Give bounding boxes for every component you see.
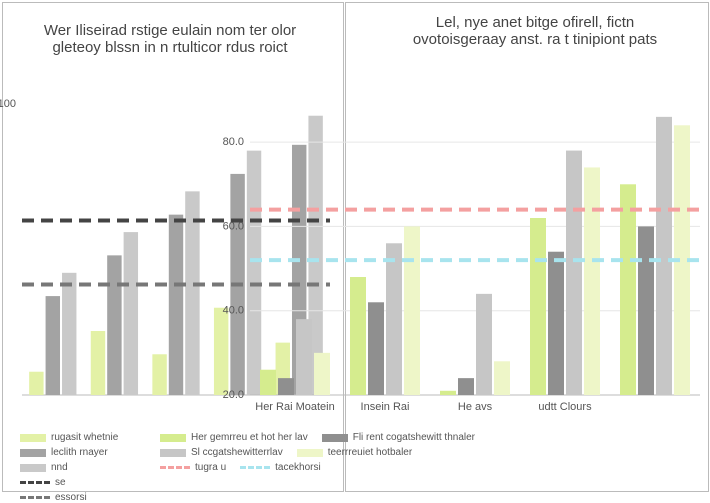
bar bbox=[278, 378, 294, 395]
legend-item: nnd bbox=[20, 462, 140, 473]
y-tick-label: 40.0 bbox=[223, 305, 244, 317]
y-tick-label: 80.0 bbox=[223, 136, 244, 148]
x-tick-label: He avs bbox=[458, 401, 493, 413]
chart-title: Wer Iliseirad rstige eulain nom ter olor… bbox=[43, 22, 297, 56]
bar bbox=[107, 255, 122, 395]
legend-swatch bbox=[160, 433, 186, 442]
bar bbox=[566, 150, 582, 395]
legend-label: rugasit whetnie bbox=[51, 432, 119, 443]
legend-label: Her gemrreu et hot her lav bbox=[191, 432, 308, 443]
bar bbox=[123, 232, 139, 395]
legend-swatch bbox=[20, 481, 50, 484]
bar bbox=[530, 218, 546, 395]
bar bbox=[638, 226, 654, 395]
legend-label: Fli rent cogatshewitt thnaler bbox=[352, 432, 475, 443]
bar bbox=[246, 150, 262, 395]
legend-label: Sl ccgatshewitterrlav bbox=[191, 447, 283, 458]
legend-item: tacekhorsi bbox=[240, 462, 321, 473]
bar bbox=[213, 307, 229, 395]
chart-title: Lel, nye anet bitge ofirell, fictn ovoto… bbox=[412, 14, 658, 48]
bar bbox=[350, 277, 366, 395]
legend-swatch bbox=[160, 448, 186, 457]
legend-item: leclith rnayer bbox=[20, 447, 140, 458]
bar bbox=[260, 369, 276, 395]
bar bbox=[620, 184, 636, 395]
legend-item: rugasit whetnie bbox=[20, 432, 140, 443]
legend-swatch bbox=[321, 433, 348, 442]
bar bbox=[308, 115, 323, 396]
legend-label: tugra u bbox=[195, 462, 227, 473]
bar bbox=[584, 167, 600, 395]
bar bbox=[62, 272, 77, 395]
bar bbox=[548, 251, 564, 395]
legend-swatch bbox=[20, 463, 46, 472]
legend-item: Fli rent cogatshewitt thnaler bbox=[321, 432, 475, 443]
legend-label: essorsi bbox=[55, 492, 87, 503]
legend-item: essorsi bbox=[20, 492, 140, 503]
bar bbox=[314, 352, 330, 395]
legend-item: tugra u bbox=[160, 462, 226, 473]
y-tick-label: 60.0 bbox=[223, 220, 244, 232]
legend-swatch bbox=[20, 448, 46, 457]
legend-item: teerrreuiet hotbaler bbox=[296, 447, 413, 458]
legend: rugasit whetnie leclith rnayer nnd se essors… bbox=[20, 432, 140, 503]
bar bbox=[90, 331, 106, 395]
legend-label: se bbox=[55, 477, 66, 488]
legend-swatch bbox=[160, 466, 190, 469]
legend-swatch bbox=[296, 448, 323, 457]
legend-label: tacekhorsi bbox=[275, 462, 321, 473]
legend-label: teerrreuiet hotbaler bbox=[327, 447, 413, 458]
bar bbox=[656, 116, 672, 395]
bar bbox=[674, 125, 690, 396]
bar bbox=[45, 296, 61, 395]
right-panel bbox=[345, 2, 709, 492]
bar bbox=[458, 378, 474, 395]
y-tick-label: 20.0 bbox=[223, 389, 244, 401]
bar bbox=[404, 226, 420, 395]
bar bbox=[168, 214, 184, 395]
bar bbox=[440, 390, 456, 395]
bar bbox=[185, 191, 200, 395]
legend-item: Sl ccgatshewitterrlav bbox=[160, 447, 283, 458]
bar bbox=[368, 302, 384, 395]
bar bbox=[494, 361, 510, 395]
bar bbox=[386, 243, 402, 395]
legend: Her gemrreu et hot her lav Fli rent cogat… bbox=[160, 432, 490, 473]
y-tick-label: 100 bbox=[0, 98, 16, 110]
bar bbox=[476, 293, 492, 395]
legend-swatch bbox=[240, 466, 271, 469]
legend-swatch bbox=[20, 433, 46, 442]
bar bbox=[296, 319, 312, 395]
legend-label: nnd bbox=[51, 462, 68, 473]
x-tick-label: Her Rai Moatein bbox=[255, 401, 334, 413]
bar bbox=[152, 354, 167, 395]
left-panel bbox=[2, 2, 344, 492]
legend-swatch bbox=[20, 496, 50, 499]
x-tick-label: udtt Clours bbox=[538, 401, 592, 413]
legend-label: leclith rnayer bbox=[51, 447, 108, 458]
legend-item: se bbox=[20, 477, 140, 488]
x-tick-label: Insein Rai bbox=[361, 401, 410, 413]
legend-item: Her gemrreu et hot her lav bbox=[160, 432, 308, 443]
bar bbox=[29, 371, 44, 395]
